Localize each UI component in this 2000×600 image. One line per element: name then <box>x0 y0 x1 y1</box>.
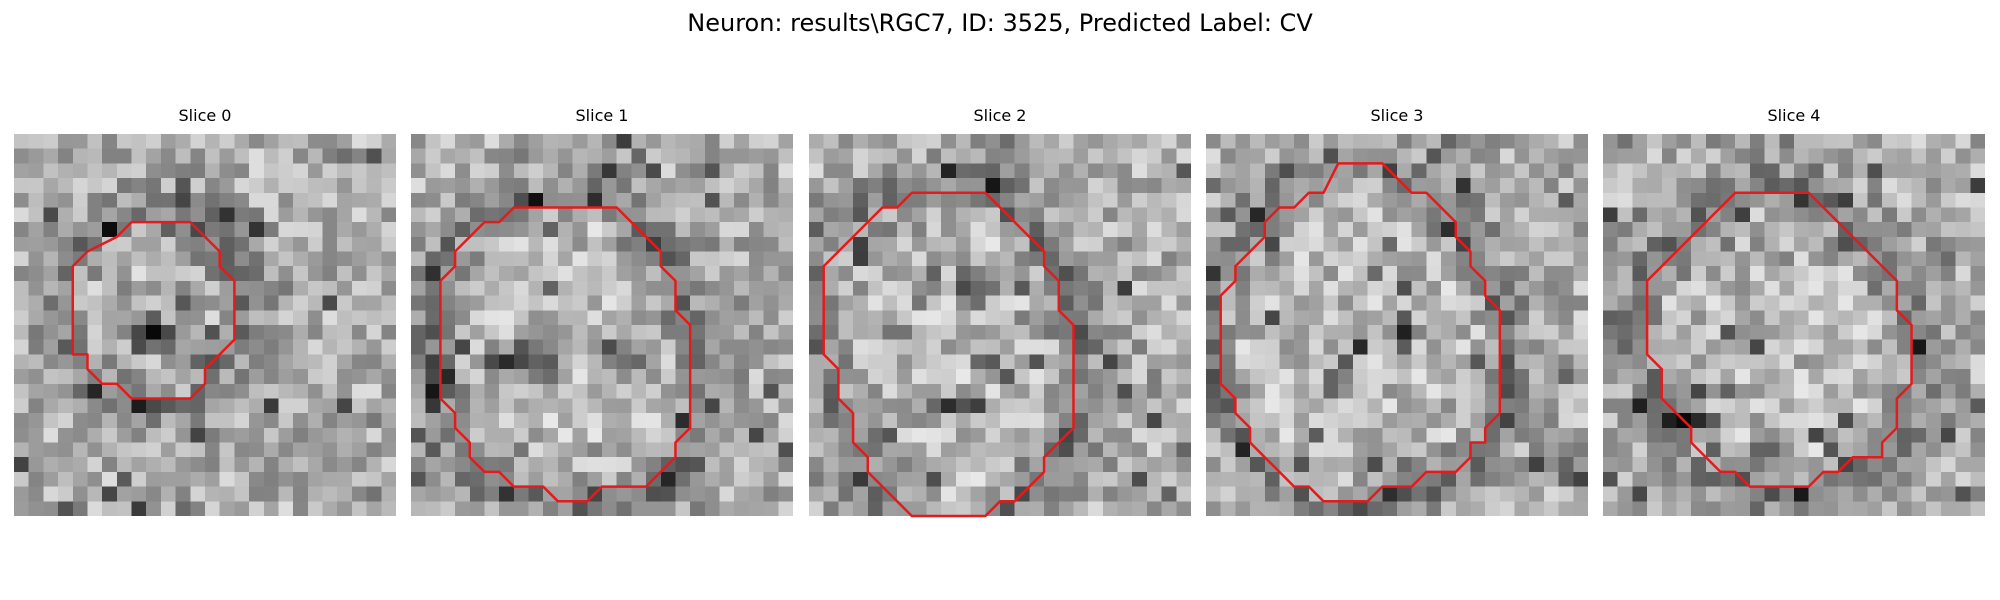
grayscale-slice-image <box>411 134 793 516</box>
figure-title: Neuron: results\RGC7, ID: 3525, Predicte… <box>687 9 1313 37</box>
slice-panel-2: Slice 2 <box>809 106 1191 518</box>
slice-panel-0: Slice 0 <box>14 106 396 516</box>
slice-title: Slice 4 <box>1767 106 1821 125</box>
slice-title: Slice 2 <box>973 106 1027 125</box>
grayscale-slice-image <box>14 134 396 516</box>
grayscale-slice-image <box>809 134 1191 516</box>
slice-title: Slice 3 <box>1370 106 1424 125</box>
slice-title: Slice 1 <box>575 106 629 125</box>
grayscale-slice-image <box>1603 134 1985 516</box>
slice-panel-3: Slice 3 <box>1206 106 1588 516</box>
slice-title: Slice 0 <box>178 106 232 125</box>
grayscale-slice-image <box>1206 134 1588 516</box>
slice-panel-4: Slice 4 <box>1603 106 1985 516</box>
slice-panel-1: Slice 1 <box>411 106 793 516</box>
